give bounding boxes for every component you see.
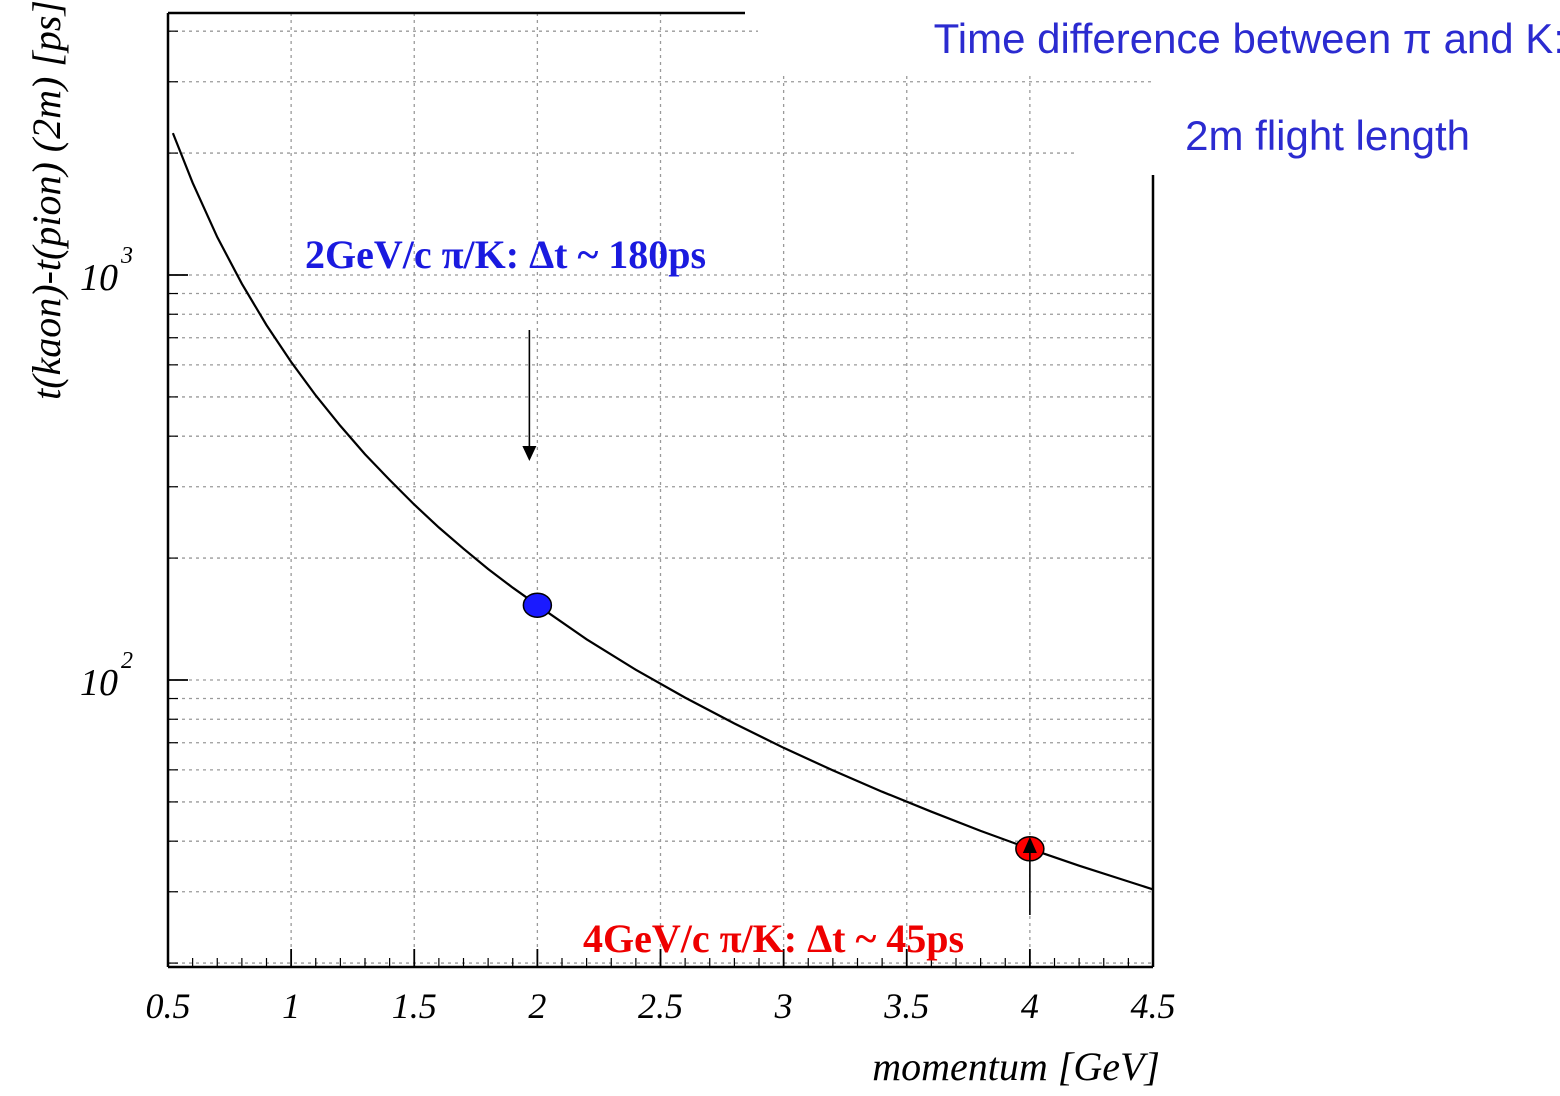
- annotation-arrows: [522, 330, 1037, 915]
- arrow-head-up: [1022, 837, 1037, 853]
- curve-group: [171, 132, 1154, 891]
- highlight-point: [522, 592, 553, 618]
- x-tick-label: 1: [282, 986, 300, 1026]
- annotation-4gev: 4GeV/c π/K: Δt ~ 45ps: [583, 916, 964, 961]
- title-backdrop: [758, 0, 1153, 72]
- x-tick-label: 3: [774, 986, 793, 1026]
- x-tick-label: 2.5: [638, 986, 683, 1026]
- arrow-head-down: [522, 446, 537, 461]
- x-tick-label: 4.5: [1131, 986, 1176, 1026]
- y-tick-label: 10: [80, 257, 118, 299]
- y-axis-label: t(kaon)-t(pion) (2m) [ps]: [24, 0, 69, 400]
- x-tick-label: 1.5: [392, 986, 437, 1026]
- x-axis-label: momentum [GeV]: [872, 1044, 1160, 1089]
- chart-title-line-1: Time difference between π and K:: [934, 15, 1560, 62]
- title-backdrop-2: [1075, 96, 1165, 166]
- y-tick-label-exponent: 3: [120, 243, 133, 269]
- time-difference-curve: [171, 132, 1154, 891]
- y-tick-label: 10: [80, 662, 118, 704]
- x-tick-label: 0.5: [146, 986, 191, 1026]
- x-tick-label: 4: [1021, 986, 1039, 1026]
- chart-title-line-2: 2m flight length: [1185, 112, 1470, 159]
- y-tick-label-exponent: 2: [121, 648, 133, 674]
- x-tick-label: 3.5: [883, 986, 929, 1026]
- annotation-2gev: 2GeV/c π/K: Δt ~ 180ps: [305, 232, 706, 277]
- grid: [168, 13, 1153, 967]
- x-tick-label: 2: [528, 986, 546, 1026]
